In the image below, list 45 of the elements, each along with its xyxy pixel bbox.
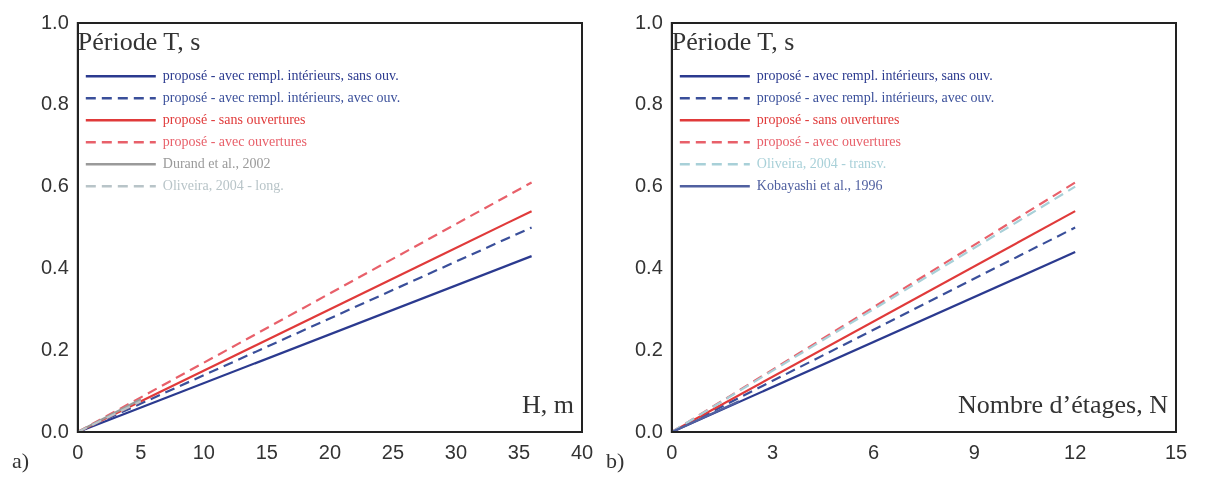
legend-label: proposé - avec ouvertures [756, 133, 902, 149]
x-tick-label: 0 [666, 440, 678, 463]
text: a) [12, 448, 30, 474]
y-tick-label: 0.8 [40, 92, 69, 115]
y-tick-label: 0.4 [40, 255, 69, 278]
y-tick-label: 1.0 [40, 10, 69, 33]
y-axis-title: Période T, s [671, 26, 795, 56]
y-tick-label: 0.8 [634, 92, 663, 115]
y-tick-label: 0.6 [634, 174, 663, 197]
x-tick-label: 0 [72, 440, 84, 463]
x-tick-label: 12 [1064, 440, 1087, 463]
y-tick-label: 0.4 [634, 255, 663, 278]
x-axis-title: Nombre d’étages, N [957, 390, 1168, 420]
y-tick-label: 0.2 [634, 337, 663, 360]
legend-label: proposé - avec rempl. intérieurs, avec ouv. [756, 89, 995, 105]
x-tick-label: 3 [767, 440, 779, 463]
x-tick-label: 6 [867, 440, 880, 463]
x-tick-label: 5 [135, 440, 147, 463]
y-tick-label: 0.2 [40, 337, 69, 360]
x-tick-label: 15 [255, 440, 278, 463]
text: Durand et al., 2002 [162, 155, 271, 171]
y-tick-label: 0.6 [40, 174, 69, 197]
x-tick-label: 10 [192, 440, 215, 463]
legend-label: Oliveira, 2004 - transv. [756, 155, 887, 171]
text: b) [606, 448, 625, 474]
text: proposé - sans ouvertures [162, 111, 306, 127]
legend-label: proposé - sans ouvertures [756, 111, 900, 127]
text: proposé - avec ouvertures [162, 133, 308, 149]
x-tick-label: 20 [318, 440, 342, 463]
x-axis-title: H, m [522, 390, 574, 420]
x-tick-label: 35 [507, 440, 531, 463]
legend-label: proposé - avec rempl. intérieurs, sans ouv. [756, 67, 993, 83]
x-tick-label: 9 [968, 440, 980, 463]
text: proposé - avec rempl. intérieurs, avec ouv. [162, 89, 401, 105]
legend-label: Kobayashi et al., 1996 [756, 177, 883, 193]
text: Oliveira, 2004 - long. [162, 177, 284, 193]
y-tick-label: 1.0 [634, 10, 663, 33]
x-tick-label: 30 [444, 440, 468, 463]
y-tick-label: 0.0 [634, 419, 663, 442]
text: proposé - avec rempl. intérieurs, sans ouv. [162, 67, 399, 83]
y-axis-title: Période T, s [77, 26, 201, 56]
x-tick-label: 40 [570, 440, 594, 463]
y-tick-label: 0.0 [40, 419, 69, 442]
x-tick-label: 15 [1164, 440, 1188, 463]
x-tick-label: 25 [381, 440, 405, 463]
